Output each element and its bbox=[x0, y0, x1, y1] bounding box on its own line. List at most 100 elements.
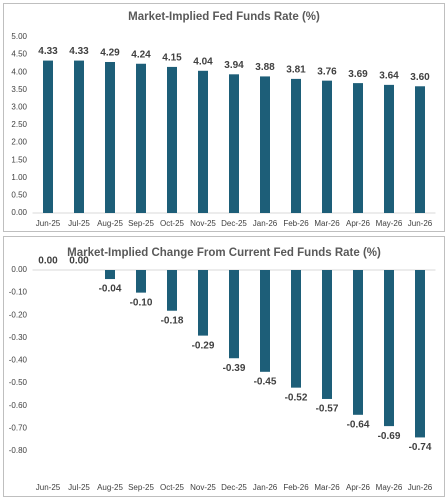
bar bbox=[167, 66, 177, 213]
value-label: 3.81 bbox=[286, 65, 306, 76]
bar bbox=[353, 83, 363, 213]
value-label: -0.04 bbox=[99, 284, 122, 295]
value-label: -0.39 bbox=[223, 363, 246, 374]
x-tick-label: Jul-25 bbox=[68, 219, 90, 228]
bar bbox=[43, 60, 53, 213]
value-label: 4.33 bbox=[69, 46, 89, 57]
y-tick-label: -0.10 bbox=[9, 288, 28, 297]
bar bbox=[384, 270, 394, 427]
bar bbox=[74, 60, 84, 213]
y-tick-label: -0.40 bbox=[9, 356, 28, 365]
x-tick-label: Dec-25 bbox=[221, 219, 247, 228]
bar bbox=[229, 270, 239, 359]
value-label: 0.00 bbox=[38, 256, 58, 267]
y-tick-label: 0.00 bbox=[11, 208, 27, 217]
bar bbox=[198, 270, 208, 336]
x-tick-label: Jun-25 bbox=[36, 483, 61, 492]
value-label: 3.88 bbox=[255, 62, 275, 73]
bar bbox=[322, 80, 332, 213]
value-label: -0.52 bbox=[285, 392, 308, 403]
x-tick-label: Mar-26 bbox=[314, 483, 340, 492]
value-label: 4.33 bbox=[38, 46, 58, 57]
bar bbox=[291, 78, 301, 213]
chart-title: Market-Implied Change From Current Fed F… bbox=[67, 247, 381, 259]
x-tick-label: Feb-26 bbox=[283, 483, 309, 492]
bar bbox=[198, 70, 208, 214]
value-label: 4.24 bbox=[131, 49, 151, 60]
chart-title: Market-Implied Fed Funds Rate (%) bbox=[128, 11, 320, 23]
y-tick-label: 2.00 bbox=[11, 138, 27, 147]
bar bbox=[384, 84, 394, 213]
value-label: 0.00 bbox=[69, 256, 89, 267]
value-label: -0.57 bbox=[316, 404, 339, 415]
x-tick-label: Apr-26 bbox=[346, 483, 371, 492]
bar bbox=[105, 61, 115, 213]
value-label: -0.29 bbox=[192, 340, 215, 351]
x-tick-label: Sep-25 bbox=[128, 483, 154, 492]
x-tick-label: Oct-25 bbox=[160, 219, 185, 228]
value-label: 3.60 bbox=[410, 72, 430, 83]
x-tick-label: Jun-26 bbox=[408, 219, 433, 228]
y-tick-label: -0.20 bbox=[9, 310, 28, 319]
value-label: 4.29 bbox=[100, 48, 120, 59]
y-tick-label: 3.50 bbox=[11, 85, 27, 94]
x-tick-label: Dec-25 bbox=[221, 483, 247, 492]
bar bbox=[353, 270, 363, 415]
x-tick-label: Nov-25 bbox=[190, 483, 216, 492]
y-tick-label: 1.00 bbox=[11, 173, 27, 182]
x-tick-label: Jan-26 bbox=[253, 219, 278, 228]
x-tick-label: Jan-26 bbox=[253, 483, 278, 492]
bar bbox=[322, 270, 332, 399]
y-tick-label: -0.50 bbox=[9, 378, 28, 387]
panel bbox=[3, 236, 445, 497]
bar bbox=[136, 270, 146, 293]
bar bbox=[229, 74, 239, 213]
value-label: -0.69 bbox=[378, 431, 401, 442]
y-tick-label: 0.00 bbox=[11, 265, 27, 274]
x-tick-label: Nov-25 bbox=[190, 219, 216, 228]
bar bbox=[167, 270, 177, 311]
bar bbox=[260, 76, 270, 213]
bar bbox=[105, 270, 115, 280]
x-tick-label: Aug-25 bbox=[97, 219, 123, 228]
value-label: 3.69 bbox=[348, 69, 368, 80]
bar bbox=[291, 270, 301, 388]
x-tick-label: Jun-25 bbox=[36, 219, 61, 228]
bar bbox=[415, 270, 425, 438]
x-tick-label: May-26 bbox=[376, 483, 403, 492]
y-tick-label: -0.60 bbox=[9, 401, 28, 410]
y-tick-label: -0.80 bbox=[9, 446, 28, 455]
y-tick-label: 3.00 bbox=[11, 103, 27, 112]
value-label: 4.04 bbox=[193, 56, 213, 67]
y-tick-label: 4.00 bbox=[11, 67, 27, 76]
value-label: -0.10 bbox=[130, 297, 153, 308]
value-label: 3.94 bbox=[224, 60, 244, 71]
x-tick-label: Aug-25 bbox=[97, 483, 123, 492]
x-tick-label: May-26 bbox=[376, 219, 403, 228]
value-label: -0.64 bbox=[347, 419, 370, 430]
value-label: 3.64 bbox=[379, 71, 399, 82]
x-tick-label: Jun-26 bbox=[408, 483, 433, 492]
bar bbox=[136, 63, 146, 213]
value-label: -0.74 bbox=[409, 442, 432, 453]
y-tick-label: 5.00 bbox=[11, 32, 27, 41]
x-tick-label: Oct-25 bbox=[160, 483, 185, 492]
bar bbox=[415, 86, 425, 213]
value-label: -0.18 bbox=[161, 315, 184, 326]
x-tick-label: Sep-25 bbox=[128, 219, 154, 228]
y-tick-label: -0.70 bbox=[9, 423, 28, 432]
y-tick-label: 1.50 bbox=[11, 155, 27, 164]
x-tick-label: Mar-26 bbox=[314, 219, 340, 228]
y-tick-label: 4.50 bbox=[11, 50, 27, 59]
bar bbox=[260, 270, 270, 372]
value-label: 4.15 bbox=[162, 53, 182, 64]
value-label: 3.76 bbox=[317, 66, 337, 77]
x-tick-label: Apr-26 bbox=[346, 219, 371, 228]
x-tick-label: Feb-26 bbox=[283, 219, 309, 228]
y-tick-label: 0.50 bbox=[11, 191, 27, 200]
y-tick-label: 2.50 bbox=[11, 120, 27, 129]
y-tick-label: -0.30 bbox=[9, 333, 28, 342]
panel bbox=[3, 3, 445, 232]
